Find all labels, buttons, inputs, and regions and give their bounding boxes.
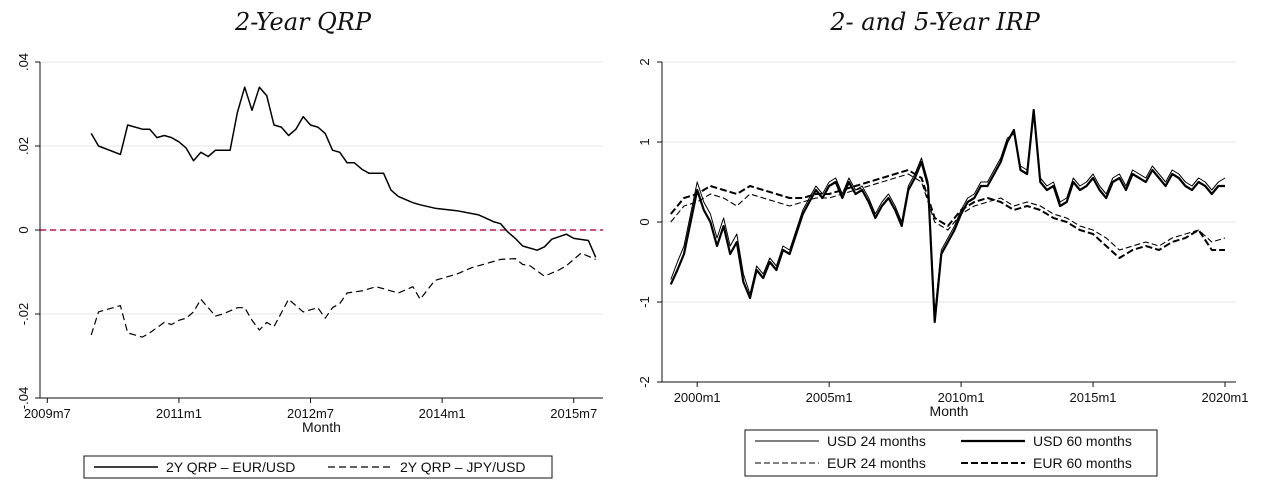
series-line-1 [670, 113, 1226, 315]
y-tick-label: 0 [637, 218, 652, 225]
x-tick-label: 2009m7 [24, 406, 71, 421]
x-tick-label: 2015m7 [550, 406, 597, 421]
y-tick-label: .04 [16, 53, 31, 71]
x-tick-label: 2014m1 [419, 406, 466, 421]
y-tick-label: -1 [637, 296, 652, 308]
y-tick-label: -.04 [16, 387, 31, 409]
chart-title: 2-Year QRP [234, 8, 372, 36]
x-tick-label: 2010m1 [938, 390, 985, 405]
y-tick-label: -2 [637, 376, 652, 388]
series-line-3 [670, 173, 1226, 251]
chart-panel-2: 2- and 5-Year IRP 2 1 0 -1 -2 2000m1 2005m1 2010… [637, 8, 1249, 477]
x-axis-title: Month [302, 419, 341, 435]
y-tick-label: -.02 [16, 303, 31, 325]
x-tick-label: 2012m7 [287, 406, 334, 421]
y-tick-label: .02 [16, 137, 31, 155]
y-tick-label: 2 [637, 58, 652, 65]
chart-title: 2- and 5-Year IRP [829, 8, 1040, 36]
y-tick-label: 0 [16, 226, 31, 233]
legend-label: USD 60 months [1033, 433, 1132, 449]
legend-label: 2Y QRP – JPY/USD [400, 459, 526, 475]
y-tick-label: 1 [637, 138, 652, 145]
x-tick-label: 2020m1 [1202, 390, 1249, 405]
legend-label: 2Y QRP – EUR/USD [166, 459, 295, 475]
series-line-2 [669, 108, 1225, 324]
x-axis-title: Month [930, 403, 969, 419]
x-tick-label: 2000m1 [674, 390, 721, 405]
legend-label: EUR 24 months [827, 455, 926, 471]
x-tick-label: 2011m1 [156, 406, 202, 421]
legend-label: USD 24 months [827, 433, 926, 449]
legend-box [744, 429, 1158, 477]
series-line-2 [90, 252, 596, 338]
series-line-1 [90, 86, 597, 258]
series-line-4 [670, 169, 1225, 259]
legend-label: EUR 60 months [1033, 455, 1132, 471]
x-tick-label: 2015m1 [1070, 390, 1117, 405]
legend-box [83, 455, 553, 479]
x-tick-label: 2005m1 [806, 390, 853, 405]
